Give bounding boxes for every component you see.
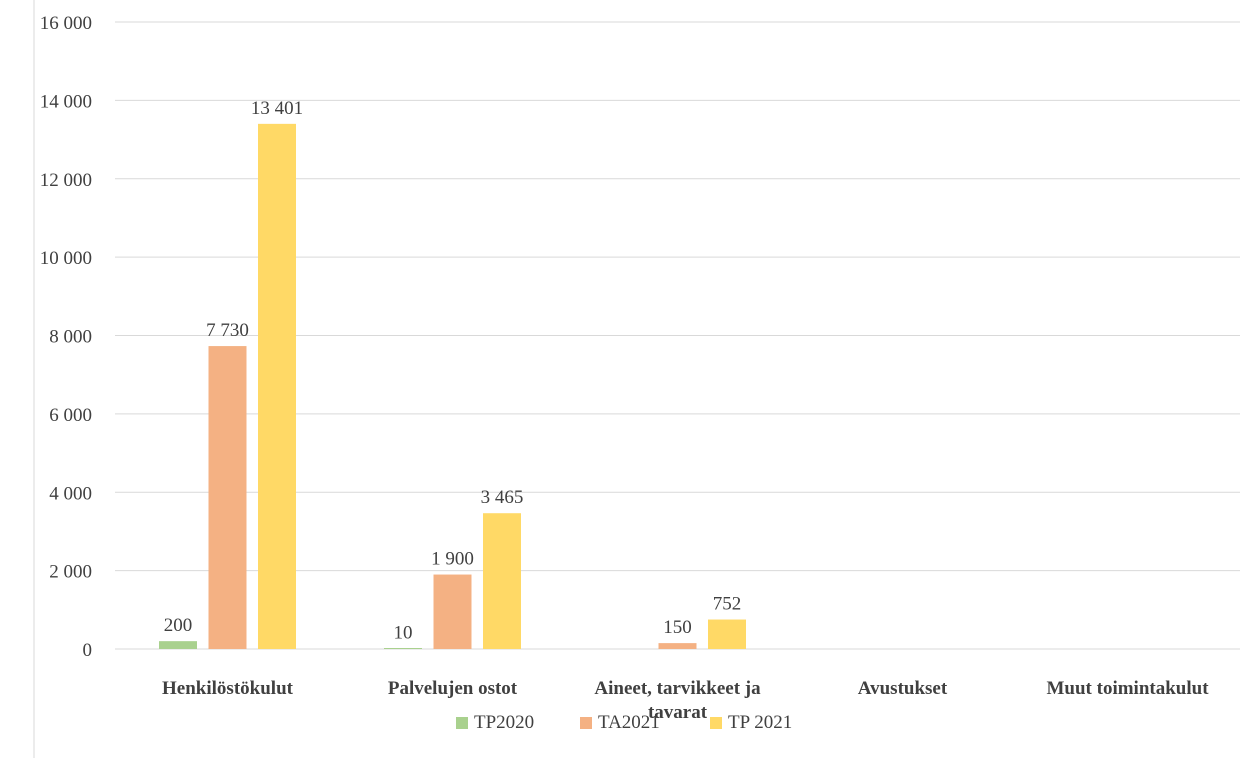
legend-swatch — [710, 717, 722, 729]
bar-tp-2021 — [258, 123, 296, 649]
y-tick-label: 12 000 — [40, 170, 92, 191]
data-label: 13 401 — [251, 98, 303, 119]
legend-swatch — [580, 717, 592, 729]
y-tick-label: 0 — [83, 640, 93, 661]
y-tick-label: 14 000 — [40, 91, 92, 112]
bar-tp2020 — [384, 648, 422, 649]
data-label: 3 465 — [481, 487, 524, 508]
category-label: Henkilöstökulut — [162, 678, 294, 699]
legend: TP2020 TA2021 TP 2021 — [456, 712, 792, 733]
category-label: Palvelujen ostot — [388, 678, 518, 699]
bar-ta2021 — [658, 643, 697, 649]
bar-ta2021 — [433, 574, 472, 649]
data-label: 1 900 — [431, 549, 474, 570]
y-tick-label: 10 000 — [40, 248, 92, 269]
bar-ta2021 — [208, 346, 247, 649]
category-label: Avustukset — [858, 678, 948, 699]
bar-tp-2021 — [708, 619, 746, 649]
y-tick-label: 8 000 — [49, 327, 92, 348]
category-labels: Henkilöstökulut Palvelujen ostot Aineet, t… — [162, 678, 1209, 723]
y-tick-label: 6 000 — [49, 405, 92, 426]
category-label: tavarat — [648, 702, 708, 723]
y-tick-label: 4 000 — [49, 483, 92, 504]
legend-label: TP 2021 — [728, 712, 792, 733]
legend-label: TA2021 — [598, 712, 660, 733]
y-tick-label: 16 000 — [40, 13, 92, 34]
data-labels: 200 7 730 13 401 10 1 900 3 465 150 752 — [164, 98, 742, 644]
y-axis-tick-labels: 0 2 000 4 000 6 000 8 000 10 000 12 000 14 000 1… — [40, 13, 92, 661]
bar-tp2020 — [159, 641, 197, 649]
data-label: 200 — [164, 615, 193, 636]
bars — [159, 123, 746, 649]
data-label: 150 — [663, 617, 692, 638]
category-label: Muut toimintakulut — [1046, 678, 1209, 699]
category-label: Aineet, tarvikkeet ja — [594, 678, 761, 699]
legend-swatch — [456, 717, 468, 729]
y-tick-label: 2 000 — [49, 562, 92, 583]
bar-tp-2021 — [483, 513, 521, 649]
data-label: 10 — [394, 623, 413, 644]
data-label: 7 730 — [206, 320, 249, 341]
data-label: 752 — [713, 594, 742, 615]
legend-label: TP2020 — [474, 712, 534, 733]
gridlines — [115, 21, 1240, 650]
